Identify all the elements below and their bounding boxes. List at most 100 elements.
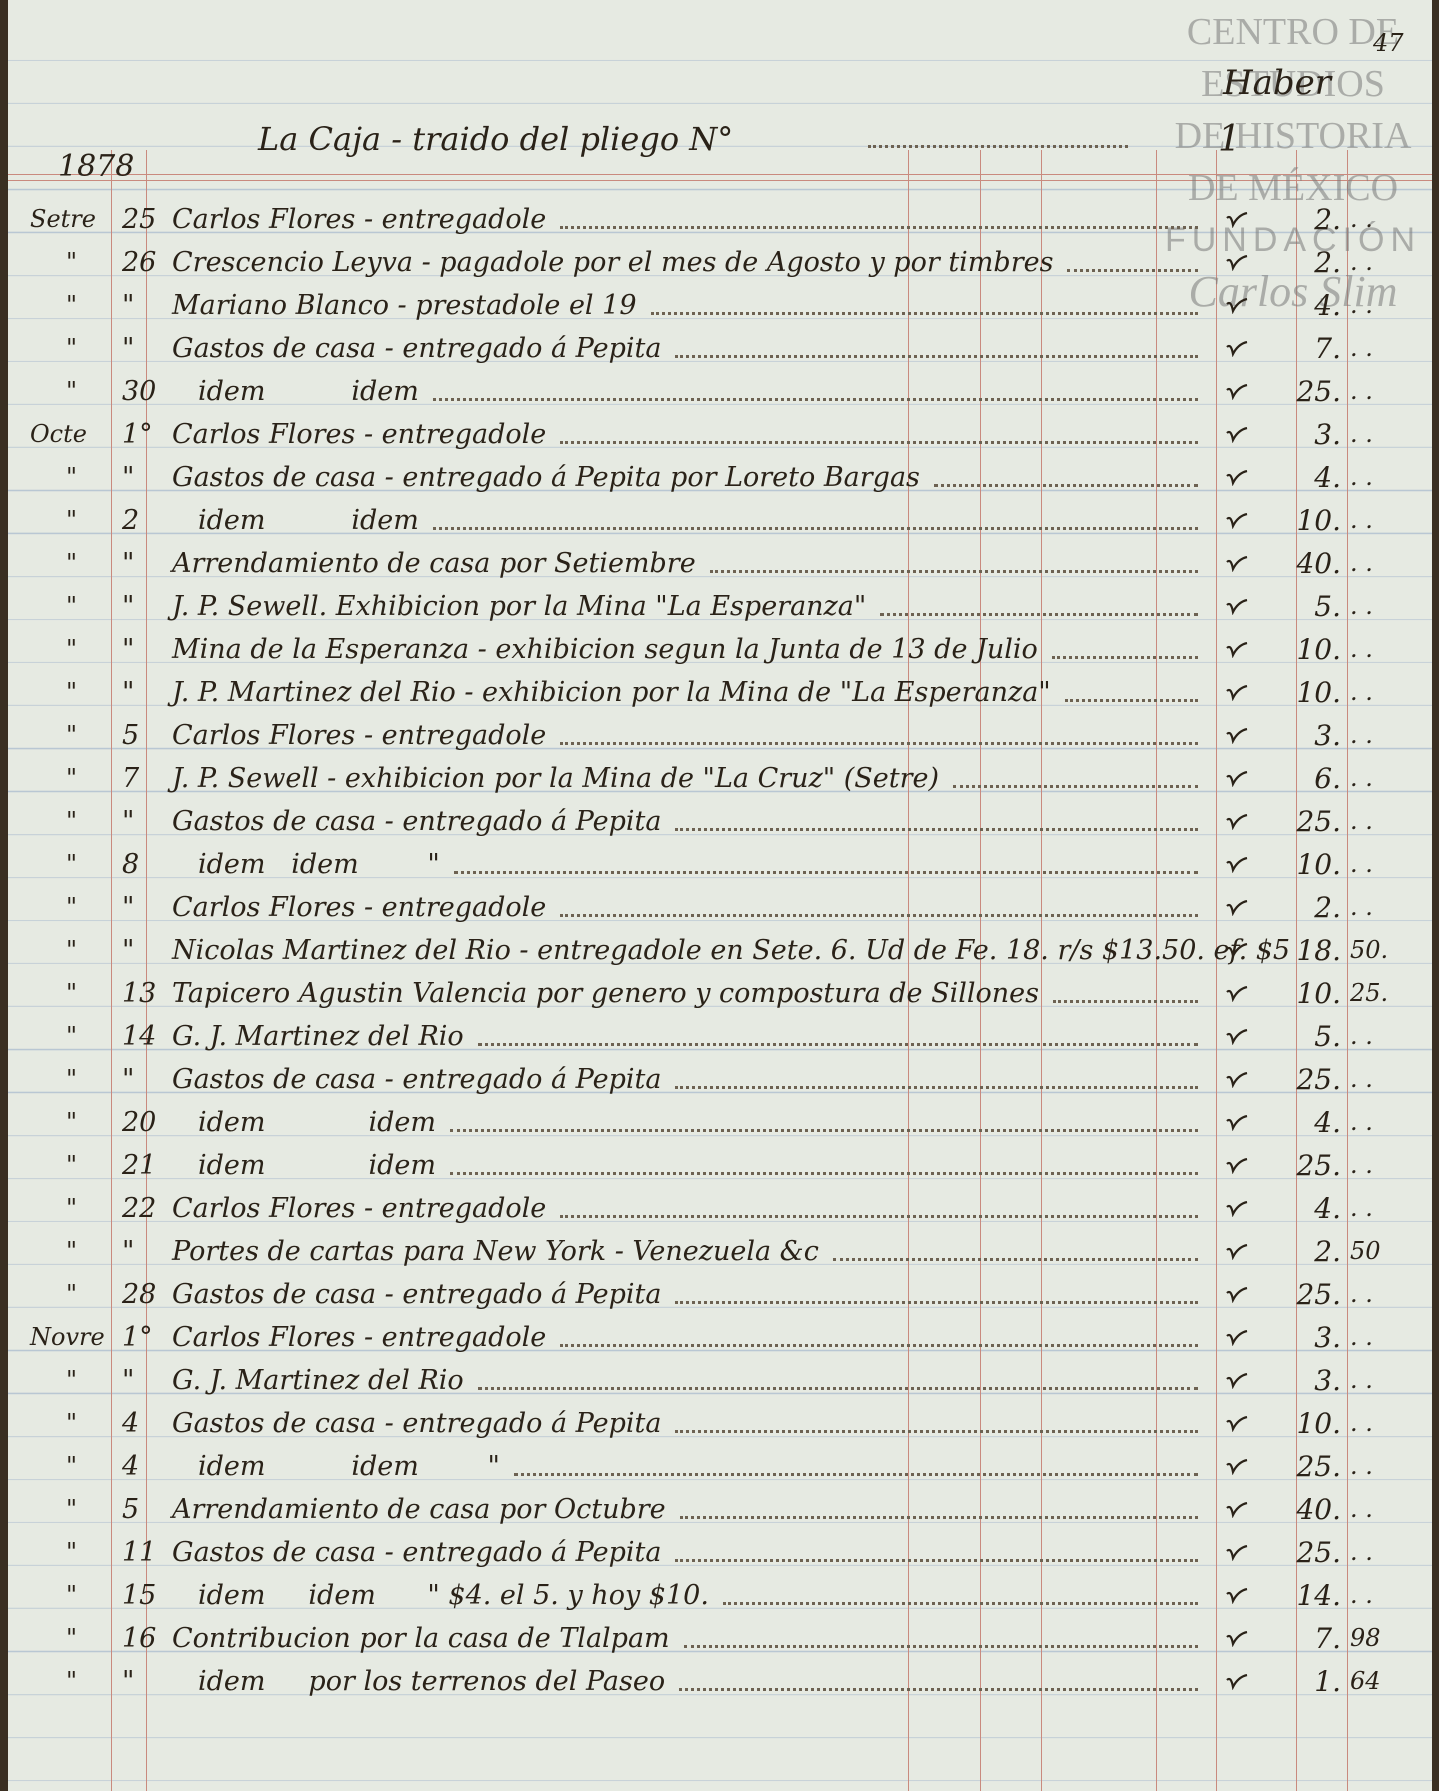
day: " — [122, 1666, 135, 1697]
month: " — [66, 1151, 78, 1179]
month: " — [66, 936, 78, 964]
check-mark — [1226, 813, 1248, 831]
day: " — [122, 333, 135, 364]
check-glyph — [1226, 1501, 1248, 1519]
watermark-line: CENTRO DE — [1186, 11, 1400, 53]
leader — [560, 742, 1198, 745]
leader — [934, 484, 1198, 487]
check-glyph — [1226, 1544, 1248, 1562]
check-glyph — [1226, 383, 1248, 401]
pesos: 6. — [1314, 762, 1341, 795]
pesos: 10. — [1296, 633, 1341, 666]
month: " — [66, 1237, 78, 1265]
leader — [1065, 699, 1198, 702]
check-mark — [1226, 254, 1248, 272]
month: " — [66, 248, 78, 276]
check-mark — [1226, 899, 1248, 917]
month: " — [66, 1581, 78, 1609]
leader — [675, 355, 1198, 358]
pesos: 7. — [1314, 332, 1341, 365]
check-mark — [1226, 512, 1248, 530]
leader — [675, 1086, 1198, 1089]
description: idem idem — [198, 505, 419, 536]
check-glyph — [1226, 770, 1248, 788]
check-mark — [1226, 426, 1248, 444]
check-glyph — [1226, 1458, 1248, 1476]
header-rule — [8, 180, 1432, 181]
description: Gastos de casa - entregado á Pepita — [172, 1537, 662, 1568]
month: " — [66, 463, 78, 491]
watermark-foundation: FUNDACIÓN — [1164, 221, 1422, 259]
watermark-signature: Carlos Slim — [1188, 267, 1398, 316]
day: 20 — [122, 1107, 157, 1138]
month: " — [66, 1667, 78, 1695]
leader — [560, 1215, 1198, 1218]
leader — [675, 1301, 1198, 1304]
cents: . . — [1350, 1151, 1373, 1179]
leader — [514, 1473, 1198, 1476]
leader — [433, 527, 1198, 530]
leader — [478, 1387, 1198, 1390]
month: " — [66, 893, 78, 921]
month: " — [66, 807, 78, 835]
day: 4 — [122, 1451, 140, 1482]
day: 1° — [122, 1322, 153, 1353]
pesos: 4. — [1314, 1106, 1341, 1139]
description: Tapicero Agustin Valencia por genero y c… — [172, 978, 1039, 1009]
pesos: 40. — [1296, 547, 1341, 580]
leader — [1067, 269, 1198, 272]
cents: . . — [1350, 1581, 1373, 1609]
leader — [560, 441, 1198, 444]
month: Octe — [30, 420, 87, 448]
month: Novre — [30, 1323, 105, 1351]
description: idem por los terrenos del Paseo — [198, 1666, 666, 1697]
month: " — [66, 764, 78, 792]
check-glyph — [1226, 641, 1248, 659]
leader — [450, 1172, 1198, 1175]
day: 4 — [122, 1408, 140, 1439]
description: Carlos Flores - entregadole — [172, 892, 547, 923]
cents: 25. — [1350, 979, 1389, 1007]
description: Gastos de casa - entregado á Pepita por … — [172, 462, 920, 493]
cents: . . — [1350, 1108, 1373, 1136]
cents: . . — [1350, 248, 1373, 276]
leader — [1052, 656, 1198, 659]
pesos: 1. — [1314, 1665, 1341, 1698]
check-mark — [1226, 1157, 1248, 1175]
pesos: 25. — [1296, 1278, 1341, 1311]
leader — [684, 1645, 1198, 1648]
description: Carlos Flores - entregadole — [172, 1193, 547, 1224]
pesos: 25. — [1296, 1063, 1341, 1096]
pesos: 10. — [1296, 977, 1341, 1010]
month: " — [66, 549, 78, 577]
check-glyph — [1226, 1673, 1248, 1691]
ledger-title: La Caja - traido del pliego N° — [258, 120, 734, 158]
check-glyph — [1226, 469, 1248, 487]
day: 2 — [122, 505, 140, 536]
description: Arrendamiento de casa por Octubre — [172, 1494, 666, 1525]
pesos: 2. — [1314, 1235, 1341, 1268]
cents: . . — [1350, 678, 1373, 706]
pesos: 25. — [1296, 375, 1341, 408]
check-glyph — [1226, 942, 1248, 960]
description: Carlos Flores - entregadole — [172, 204, 547, 235]
cents: . . — [1350, 1323, 1373, 1351]
cents: . . — [1350, 893, 1373, 921]
rule — [980, 150, 981, 1791]
description: idem idem — [198, 1150, 436, 1181]
month: " — [66, 1280, 78, 1308]
check-glyph — [1226, 1114, 1248, 1132]
cents: . . — [1350, 291, 1373, 319]
check-glyph — [1226, 1071, 1248, 1089]
leader — [953, 785, 1198, 788]
check-glyph — [1226, 340, 1248, 358]
rule — [908, 150, 909, 1791]
leader — [560, 226, 1198, 229]
check-mark — [1226, 340, 1248, 358]
pesos: 4. — [1314, 1192, 1341, 1225]
description: idem idem " $4. el 5. y hoy $10. — [198, 1580, 709, 1611]
description: idem idem — [198, 1107, 436, 1138]
month: " — [66, 1108, 78, 1136]
month: " — [66, 592, 78, 620]
cents: . . — [1350, 549, 1373, 577]
